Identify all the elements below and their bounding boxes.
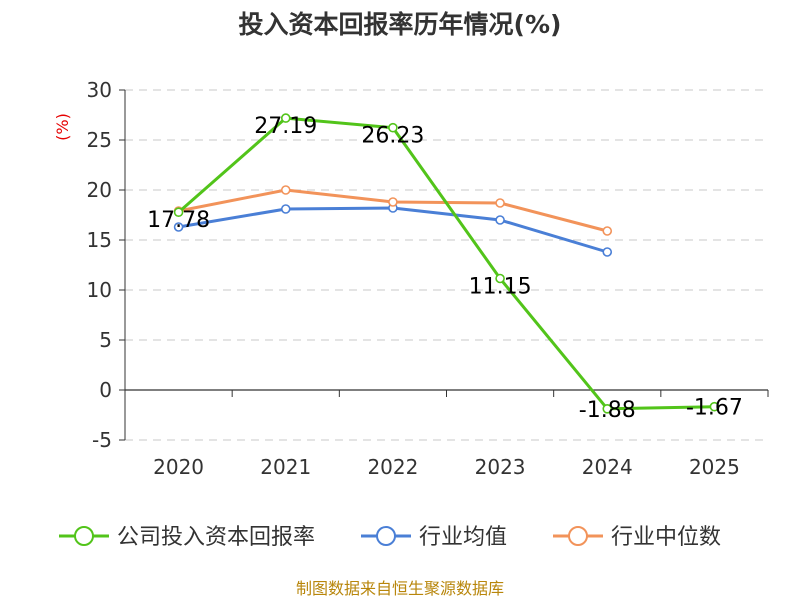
legend-item[interactable]: 行业中位数 (553, 525, 721, 550)
legend-item[interactable]: 公司投入资本回报率 (59, 525, 315, 550)
y-tick-label: -5 (92, 428, 112, 452)
legend-label: 行业均值 (419, 525, 507, 550)
data-point (495, 198, 505, 208)
y-tick-label: 30 (87, 78, 112, 102)
x-tick-label: 2023 (475, 455, 526, 479)
data-label: 26.23 (361, 124, 424, 149)
data-point (280, 204, 291, 214)
legend-item[interactable]: 行业均值 (361, 525, 507, 550)
y-tick-label: 15 (87, 228, 112, 252)
legend-marker-icon (74, 526, 94, 546)
data-label: -1.88 (579, 398, 636, 423)
axes: 30 25 20 15 10 5 0 -5 2020 2021 2022 2023 2024 2025 (87, 78, 769, 479)
x-tick-label: 2024 (582, 455, 633, 479)
data-label: 17.78 (147, 208, 210, 233)
data-point (388, 197, 398, 207)
data-label: 27.19 (254, 114, 317, 139)
legend-marker-icon (376, 526, 396, 546)
data-label: -1.67 (686, 396, 743, 421)
y-tick-label: 0 (99, 378, 112, 402)
y-tick-label: 5 (99, 328, 112, 352)
data-point (495, 215, 505, 225)
y-tick-label: 10 (87, 278, 112, 302)
series-lines (173, 113, 720, 414)
chart-title: 投入资本回报率历年情况(%) (239, 10, 562, 39)
data-point (280, 185, 291, 195)
y-tick-label: 20 (87, 178, 112, 202)
data-point (709, 401, 720, 412)
legend-label: 行业中位数 (611, 525, 721, 550)
data-labels: 17.78 27.19 26.23 11.15 -1.88 -1.67 (147, 114, 743, 423)
data-point (280, 113, 291, 123)
legend: 公司投入资本回报率 行业均值 行业中位数 (59, 525, 721, 550)
data-label: 11.15 (469, 275, 532, 300)
data-point (602, 226, 613, 236)
y-tick-label: 25 (87, 128, 112, 152)
gridlines (125, 89, 768, 441)
x-tick-label: 2020 (153, 455, 204, 479)
data-point (173, 222, 184, 232)
data-point (173, 207, 184, 217)
x-tick-label: 2021 (260, 455, 311, 479)
data-point (602, 403, 613, 414)
source-note: 制图数据来自恒生聚源数据库 (296, 579, 504, 598)
legend-label: 公司投入资本回报率 (117, 525, 315, 550)
data-point (388, 122, 398, 133)
data-point (602, 247, 613, 257)
x-tick-label: 2025 (689, 455, 740, 479)
y-axis-unit: (%) (53, 113, 72, 141)
legend-marker-icon (568, 526, 588, 546)
data-point (495, 273, 505, 284)
series-line (177, 116, 715, 411)
x-tick-label: 2022 (367, 455, 418, 479)
